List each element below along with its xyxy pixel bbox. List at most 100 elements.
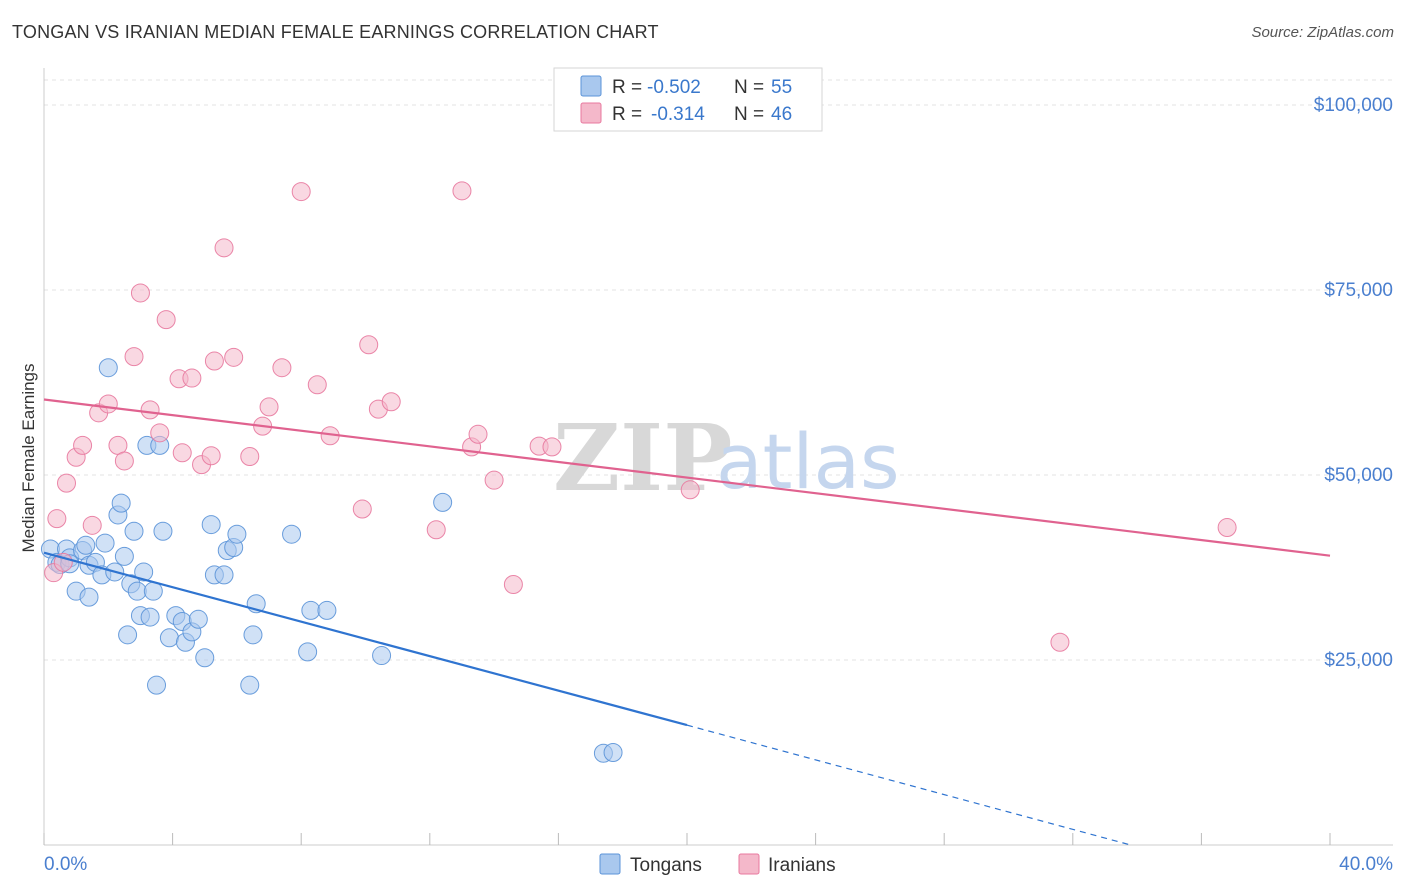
legend-r-label-tongans: R = <box>612 77 642 98</box>
iranians-point-27 <box>272 358 292 378</box>
iranians-point-32 <box>359 335 379 355</box>
legend-box: R = -0.502 N = 55 R = -0.314 N = 46 <box>553 67 823 132</box>
iranians-point-36 <box>452 181 472 201</box>
iranians-point-34 <box>381 392 401 412</box>
legend-n-label-tongans: N = <box>734 77 764 98</box>
iranians-point-3 <box>57 473 77 493</box>
tongans-point-48 <box>298 642 318 662</box>
iranians-point-20 <box>201 446 221 466</box>
bottom-legend-swatch-tongans <box>599 853 621 875</box>
tongans-trend-line <box>43 551 688 727</box>
legend-n-label-iranians: N = <box>734 104 764 125</box>
watermark-zip: ZIP <box>553 404 732 512</box>
iranians-point-43 <box>680 480 700 500</box>
iranians-point-42 <box>542 437 562 457</box>
x-tick-label-min: 0.0% <box>44 854 87 875</box>
y-tick-label-75000: $75,000 <box>1324 280 1393 301</box>
legend-n-value-tongans: 55 <box>771 77 792 98</box>
iranians-point-22 <box>214 238 234 258</box>
legend-swatch-tongans <box>580 75 602 97</box>
tongans-point-14 <box>98 358 118 378</box>
iranians-point-12 <box>130 283 150 303</box>
iranians-point-18 <box>182 368 202 388</box>
iranians-point-28 <box>291 182 311 202</box>
trend-lines <box>43 398 1331 846</box>
tongans-point-26 <box>140 607 160 627</box>
tongans-point-30 <box>153 521 173 541</box>
legend-n-value-iranians: 46 <box>771 104 792 125</box>
legend-r-value-iranians: -0.314 <box>651 104 705 125</box>
iranians-point-35 <box>426 520 446 540</box>
iranians-point-2 <box>53 552 73 572</box>
legend-swatch-iranians <box>580 102 602 124</box>
iranians-point-26 <box>259 397 279 417</box>
iranians-point-17 <box>172 443 192 463</box>
tongans-point-49 <box>301 600 321 620</box>
x-tick-label-max: 40.0% <box>1339 854 1393 875</box>
tongans-point-21 <box>124 521 144 541</box>
y-tick-label-25000: $25,000 <box>1324 650 1393 671</box>
iranians-point-44 <box>1050 632 1070 652</box>
legend-r-label-iranians: R = <box>612 104 642 125</box>
tongans-point-43 <box>227 524 247 544</box>
tongans-point-18 <box>114 546 134 566</box>
tongans-point-40 <box>214 565 234 585</box>
tongans-point-45 <box>243 625 263 645</box>
tongans-point-24 <box>134 562 154 582</box>
series-iranians-points <box>44 181 1237 652</box>
x-ticks <box>43 833 1331 845</box>
bottom-legend-swatch-iranians <box>738 853 760 875</box>
source-label: Source: ZipAtlas.com <box>1251 24 1394 41</box>
tongans-point-52 <box>433 492 453 512</box>
iranians-point-39 <box>484 470 504 490</box>
tongans-point-31 <box>159 628 179 648</box>
tongans-point-44 <box>240 675 260 695</box>
iranians-trend-line <box>43 398 1331 557</box>
y-tick-label-50000: $50,000 <box>1324 465 1393 486</box>
iranians-point-21 <box>204 351 224 371</box>
iranians-point-10 <box>114 451 134 471</box>
iranians-point-38 <box>468 424 488 444</box>
tongans-point-22 <box>127 581 147 601</box>
iranians-point-23 <box>224 347 244 367</box>
tongans-point-27 <box>143 581 163 601</box>
series-tongans-points <box>40 358 623 763</box>
iranians-point-31 <box>352 499 372 519</box>
iranians-point-29 <box>307 375 327 395</box>
iranians-point-13 <box>140 400 160 420</box>
tongans-point-10 <box>79 587 99 607</box>
chart-title: TONGAN VS IRANIAN MEDIAN FEMALE EARNINGS… <box>12 22 659 42</box>
tongans-point-37 <box>195 648 215 668</box>
bottom-legend: Tongans Iranians <box>599 853 836 876</box>
tongans-point-51 <box>372 646 392 666</box>
iranians-point-6 <box>82 515 102 535</box>
tongans-point-47 <box>282 524 302 544</box>
tongans-point-36 <box>188 609 208 629</box>
y-axis-label: Median Female Earnings <box>19 364 38 553</box>
iranians-point-14 <box>150 423 170 443</box>
tongans-point-28 <box>147 675 167 695</box>
iranians-point-11 <box>124 347 144 367</box>
tongans-point-54 <box>603 743 623 762</box>
tongans-point-13 <box>95 533 115 553</box>
tongans-point-17 <box>111 493 131 513</box>
legend-r-value-tongans: -0.502 <box>647 77 701 98</box>
iranians-point-15 <box>156 310 176 330</box>
y-tick-labels: $25,000 $50,000 $75,000 $100,000 <box>1314 95 1393 671</box>
tongans-point-8 <box>76 535 96 555</box>
iranians-point-1 <box>47 509 67 529</box>
iranians-point-8 <box>98 394 118 414</box>
bottom-legend-label-iranians: Iranians <box>768 855 836 876</box>
iranians-point-45 <box>1217 518 1237 538</box>
iranians-point-24 <box>240 447 260 466</box>
iranians-point-5 <box>73 435 93 455</box>
y-tick-label-100000: $100,000 <box>1314 95 1393 116</box>
tongans-point-38 <box>201 515 221 535</box>
tongans-trend-extension <box>686 724 1131 846</box>
bottom-legend-label-tongans: Tongans <box>630 855 702 876</box>
tongans-point-19 <box>118 625 138 645</box>
gridlines <box>44 79 1393 661</box>
tongans-point-50 <box>317 600 337 620</box>
iranians-point-40 <box>503 575 523 595</box>
